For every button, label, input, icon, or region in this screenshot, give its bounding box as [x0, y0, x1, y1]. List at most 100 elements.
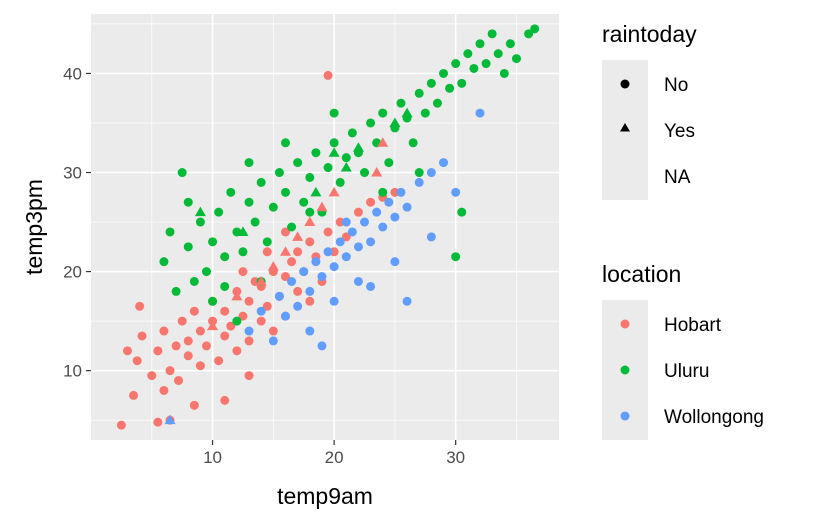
- scatter-point-uluru: [426, 78, 436, 88]
- scatter-point-hobart: [159, 385, 169, 395]
- scatter-point-rain-triangle: [292, 231, 304, 241]
- grid-lines: [91, 14, 559, 440]
- scatter-point-uluru: [366, 118, 376, 128]
- scatter-point-hobart: [323, 227, 333, 237]
- y-tick-label: 30: [63, 164, 82, 183]
- scatter-point-uluru: [499, 68, 509, 78]
- y-tick-label: 20: [63, 263, 82, 282]
- scatter-point-rain-triangle: [279, 246, 291, 256]
- scatter-point-wollongong: [323, 247, 333, 257]
- x-tick-label: 30: [446, 448, 465, 467]
- scatter-point-wollongong: [353, 276, 363, 286]
- scatter-point-uluru: [201, 267, 211, 277]
- scatter-point-uluru: [329, 108, 339, 118]
- scatter-point-wollongong: [451, 187, 461, 197]
- scatter-point-hobart: [262, 247, 272, 257]
- legend-wollongong-dot-icon: [620, 411, 630, 421]
- scatter-point-wollongong: [402, 296, 412, 306]
- scatter-point-uluru: [311, 148, 321, 158]
- scatter-point-uluru: [268, 202, 278, 212]
- scatter-point-uluru: [208, 296, 218, 306]
- scatter-point-uluru: [457, 78, 467, 88]
- scatter-point-uluru: [256, 177, 266, 187]
- scatter-point-wollongong: [305, 286, 315, 296]
- scatter-point-hobart: [189, 400, 199, 410]
- axis-ticks: 10 20 30 10 20 30 40: [63, 64, 465, 467]
- scatter-point-wollongong: [347, 227, 357, 237]
- scatter-point-uluru: [244, 197, 254, 207]
- x-axis-title: temp9am: [277, 483, 373, 509]
- scatter-point-uluru: [165, 227, 175, 237]
- scatter-point-wollongong: [268, 336, 278, 346]
- scatter-point-uluru: [280, 187, 290, 197]
- scatter-point-hobart: [135, 301, 145, 311]
- scatter-point-wollongong: [274, 291, 284, 301]
- y-tick-label: 10: [63, 362, 82, 381]
- scatter-point-hobart: [305, 237, 315, 247]
- scatter-point-uluru: [293, 158, 303, 168]
- scatter-point-uluru: [189, 276, 199, 286]
- scatter-point-wollongong: [305, 326, 315, 336]
- scatter-point-rain-triangle: [340, 162, 352, 172]
- scatter-point-hobart: [195, 326, 205, 336]
- scatter-point-hobart: [220, 306, 230, 316]
- scatter-point-hobart: [137, 331, 147, 341]
- scatter-point-hobart: [353, 207, 363, 217]
- scatter-point-uluru: [451, 59, 461, 69]
- legend-label-wollongong: Wollongong: [664, 407, 764, 428]
- scatter-point-hobart: [174, 376, 184, 386]
- scatter-point-uluru: [171, 286, 181, 296]
- color-legend-title: location: [602, 261, 681, 287]
- scatter-point-rain-triangle: [377, 137, 389, 147]
- scatter-point-uluru: [305, 207, 315, 217]
- scatter-point-uluru: [378, 108, 388, 118]
- legend-label-uluru: Uluru: [664, 361, 709, 382]
- scatter-point-uluru: [511, 54, 521, 64]
- scatter-point-rain-triangle: [231, 290, 243, 301]
- scatter-point-wollongong: [317, 272, 327, 282]
- scatter-point-uluru: [524, 29, 534, 39]
- x-tick-label: 10: [203, 448, 222, 467]
- legend-label-na: NA: [664, 167, 691, 188]
- scatter-point-uluru: [299, 197, 309, 207]
- scatter-point-uluru: [280, 138, 290, 148]
- scatter-point-hobart: [256, 316, 266, 326]
- scatter-point-hobart: [171, 341, 181, 351]
- scatter-point-rain-triangle: [352, 142, 364, 152]
- scatter-point-hobart: [220, 331, 230, 341]
- legend-label-hobart: Hobart: [664, 315, 722, 336]
- scatter-point-hobart: [201, 341, 211, 351]
- scatter-point-uluru: [414, 88, 424, 98]
- scatter-point-rain-triangle: [194, 206, 206, 217]
- scatter-point-hobart: [132, 356, 142, 366]
- scatter-point-hobart: [244, 296, 254, 306]
- scatter-point-hobart: [220, 395, 230, 405]
- scatter-point-wollongong: [293, 301, 303, 311]
- scatter-point-uluru: [183, 197, 193, 207]
- scatter-point-rain-triangle: [389, 117, 401, 127]
- scatter-point-uluru: [408, 138, 418, 148]
- scatter-point-uluru: [457, 207, 467, 217]
- scatter-point-hobart: [129, 390, 139, 400]
- scatter-point-wollongong: [378, 222, 388, 232]
- scatter-point-uluru: [445, 83, 455, 93]
- shape-legend: raintoday No Yes NA: [602, 21, 697, 200]
- scatter-point-wollongong: [426, 232, 436, 242]
- scatter-point-hobart: [238, 267, 248, 277]
- scatter-point-hobart: [293, 247, 303, 257]
- y-axis-title: temp3pm: [21, 179, 47, 275]
- scatter-point-uluru: [439, 68, 449, 78]
- scatter-point-hobart: [226, 321, 236, 331]
- scatter-point-uluru: [493, 49, 503, 59]
- shape-legend-title: raintoday: [602, 21, 697, 47]
- y-tick-label: 40: [63, 64, 82, 83]
- scatter-point-uluru: [396, 98, 406, 108]
- legend-triangle-icon: [620, 123, 630, 132]
- scatter-point-hobart: [159, 326, 169, 336]
- scatter-point-uluru: [463, 49, 473, 59]
- scatter-point-hobart: [244, 336, 254, 346]
- scatter-point-uluru: [208, 237, 218, 247]
- scatter-point-wollongong: [402, 202, 412, 212]
- scatter-point-wollongong: [341, 217, 351, 227]
- scatter-point-uluru: [420, 108, 430, 118]
